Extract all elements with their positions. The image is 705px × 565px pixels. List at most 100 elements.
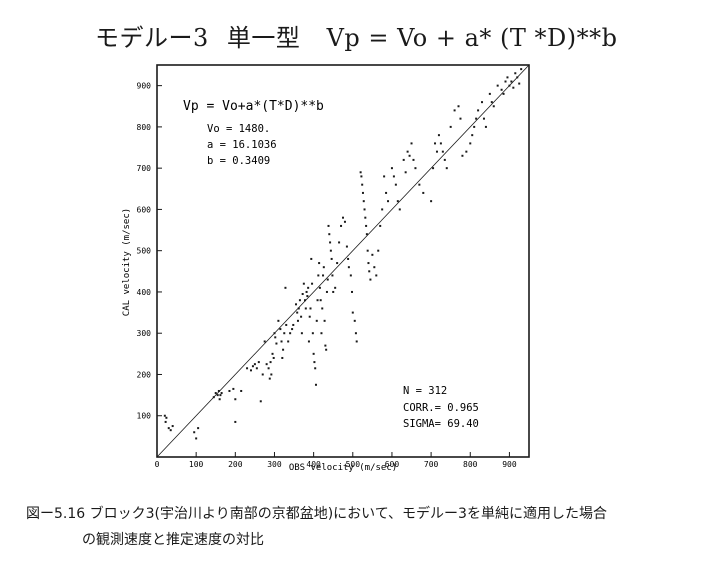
- figure-model-label: モデルー3: [95, 24, 209, 52]
- data-point: [345, 245, 348, 248]
- data-point: [197, 427, 200, 430]
- data-point: [385, 191, 388, 194]
- data-point: [475, 117, 478, 120]
- data-point: [219, 394, 222, 397]
- data-point: [338, 241, 341, 244]
- data-point: [477, 109, 480, 112]
- data-point: [329, 249, 332, 252]
- axis-ticks: [156, 85, 510, 457]
- data-point: [273, 332, 276, 335]
- data-point: [441, 150, 444, 153]
- data-point: [315, 319, 318, 322]
- data-point: [484, 125, 487, 128]
- data-point: [496, 84, 499, 87]
- param-a: a = 16.1036: [207, 139, 277, 151]
- data-point: [268, 377, 271, 380]
- figure-formula: Vp = Vo + a* (T *D)**b: [326, 24, 618, 52]
- data-point: [296, 319, 299, 322]
- data-point: [347, 257, 350, 260]
- data-point: [171, 425, 174, 428]
- data-point: [270, 373, 273, 376]
- data-point: [443, 158, 446, 161]
- data-point: [323, 319, 326, 322]
- data-point: [418, 183, 421, 186]
- x-tick-labels: 0 100 200 300 400 500 600 700 800 900: [155, 460, 517, 469]
- data-point: [506, 76, 509, 79]
- data-point: [364, 216, 367, 219]
- x-tick-label: 600: [385, 460, 400, 469]
- data-point: [249, 369, 252, 372]
- data-point: [280, 340, 283, 343]
- data-point: [261, 373, 264, 376]
- data-point: [414, 167, 417, 170]
- figure-caption: 図ー5.16 ブロック3(宇治川より南部の京都盆地)において、モデルー3を単純に…: [26, 501, 686, 553]
- x-axis-label: OBS velocity (m/sec): [289, 463, 397, 473]
- data-point: [392, 175, 395, 178]
- data-point: [369, 278, 372, 281]
- data-point: [316, 299, 319, 302]
- data-point: [408, 154, 411, 157]
- data-point: [302, 282, 305, 285]
- data-point: [514, 72, 517, 75]
- data-point: [218, 398, 221, 401]
- data-point: [300, 332, 303, 335]
- data-point: [169, 429, 172, 432]
- data-point: [349, 274, 352, 277]
- x-tick-label: 0: [155, 460, 160, 469]
- data-point: [353, 319, 356, 322]
- data-point: [329, 241, 332, 244]
- data-point: [318, 262, 321, 265]
- data-point: [298, 299, 301, 302]
- data-point: [377, 249, 380, 252]
- data-point: [259, 400, 262, 403]
- data-point: [292, 323, 295, 326]
- data-point: [319, 299, 322, 302]
- data-point: [216, 394, 219, 397]
- data-point: [520, 68, 523, 71]
- data-point: [284, 286, 287, 289]
- data-point: [311, 332, 314, 335]
- data-point: [289, 332, 292, 335]
- data-point: [361, 191, 364, 194]
- data-point: [275, 342, 278, 345]
- data-point: [473, 125, 476, 128]
- data-point: [287, 340, 290, 343]
- data-point: [453, 109, 456, 112]
- stat-corr: CORR.= 0.965: [403, 402, 479, 414]
- data-point: [482, 117, 485, 120]
- data-point: [253, 363, 256, 366]
- y-tick-label: 300: [137, 329, 152, 338]
- data-point: [327, 224, 330, 227]
- data-point: [461, 154, 464, 157]
- x-tick-label: 800: [463, 460, 478, 469]
- data-point: [326, 278, 329, 281]
- data-point: [217, 389, 220, 392]
- data-point: [459, 117, 462, 120]
- data-point: [351, 311, 354, 314]
- x-tick-label: 400: [306, 460, 321, 469]
- data-point: [283, 332, 286, 335]
- data-point: [360, 175, 363, 178]
- data-point: [394, 183, 397, 186]
- data-point: [310, 257, 313, 260]
- figure-model-type: 単一型: [226, 24, 301, 52]
- data-point: [234, 398, 237, 401]
- data-point: [271, 352, 274, 355]
- data-point: [212, 396, 215, 399]
- data-point: [285, 323, 288, 326]
- data-point: [412, 158, 415, 161]
- data-point: [457, 105, 460, 108]
- data-point: [321, 307, 324, 310]
- data-point: [246, 367, 249, 370]
- data-point: [410, 142, 413, 145]
- data-point: [274, 336, 277, 339]
- data-point: [322, 274, 325, 277]
- data-point: [340, 224, 343, 227]
- data-point: [193, 431, 196, 434]
- data-point: [445, 167, 448, 170]
- data-point: [311, 282, 314, 285]
- figure-title: モデルー3 単一型 Vp = Vo + a* (T *D)**b: [95, 18, 617, 53]
- data-point: [214, 392, 217, 395]
- y-axis-label: CAL velocity (m/sec): [122, 208, 132, 316]
- data-point: [406, 150, 409, 153]
